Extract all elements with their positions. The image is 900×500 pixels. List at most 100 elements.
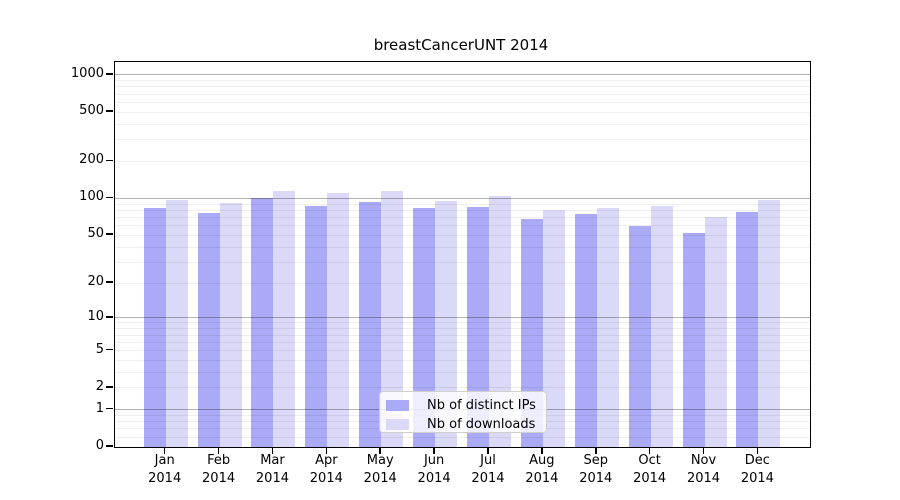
gridline-minor	[114, 246, 810, 248]
bar-distinct-ips	[197, 213, 220, 447]
gridline-minor	[114, 322, 810, 324]
x-tick-label: Dec 2014	[740, 453, 774, 486]
gridline-minor	[114, 203, 810, 205]
x-tick-label: Jan 2014	[148, 453, 182, 486]
gridline-minor	[114, 160, 810, 162]
y-tick-label: 1000	[70, 65, 104, 81]
x-tick-mark	[163, 447, 166, 454]
legend-item-distinct-ips: Nb of distinct IPs	[386, 398, 546, 413]
x-tick-mark	[648, 447, 651, 454]
bar-downloads	[488, 195, 511, 447]
bar-downloads	[435, 200, 458, 447]
y-tick-mark	[106, 316, 113, 318]
bar-distinct-ips	[466, 207, 489, 447]
y-tick-mark	[106, 445, 113, 447]
gridline-minor	[114, 341, 810, 343]
bar-distinct-ips	[736, 211, 759, 447]
x-tick-mark	[541, 447, 543, 454]
y-tick-mark	[106, 110, 113, 112]
y-tick-label: 0	[95, 438, 104, 453]
y-tick-label: 1	[95, 400, 104, 416]
x-tick-label: Feb 2014	[202, 453, 236, 486]
gridline-minor	[114, 387, 810, 389]
legend-label-distinct-ips: Nb of distinct IPs	[427, 398, 536, 413]
gridline-major	[114, 317, 810, 319]
gridline-minor	[114, 101, 810, 103]
bar-downloads	[327, 193, 350, 447]
gridline-minor	[114, 123, 810, 125]
y-tick-label: 500	[79, 103, 104, 119]
gridline-major	[114, 197, 810, 199]
bar-downloads	[165, 199, 188, 447]
legend-item-downloads: Nb of downloads	[386, 417, 546, 432]
y-tick-mark	[106, 386, 113, 388]
gridline-minor	[114, 93, 810, 95]
y-tick-label: 5	[95, 341, 104, 357]
x-tick-label: Aug 2014	[525, 453, 559, 486]
y-tick-mark	[106, 281, 113, 283]
x-tick-label: Oct 2014	[633, 453, 667, 486]
bar-distinct-ips	[359, 201, 382, 447]
bar-distinct-ips	[305, 206, 328, 447]
x-tick-mark	[756, 447, 759, 454]
gridline-minor	[114, 334, 810, 336]
legend: Nb of distinct IPs Nb of downloads	[379, 391, 547, 433]
gridline-minor	[114, 209, 810, 211]
gridline-minor	[114, 80, 810, 82]
bar-downloads	[542, 210, 565, 447]
y-tick-label: 20	[87, 274, 104, 290]
bar-downloads	[219, 202, 242, 447]
bar-distinct-ips	[413, 208, 436, 447]
x-tick-label: Jul 2014	[471, 453, 505, 486]
bar-distinct-ips	[520, 218, 543, 447]
bar-downloads	[704, 217, 727, 447]
gridline-major	[114, 74, 810, 76]
x-tick-mark	[487, 447, 489, 454]
gridline-minor	[114, 225, 810, 227]
plot-area	[113, 61, 811, 448]
bar-downloads	[381, 191, 404, 447]
bar-downloads	[273, 190, 296, 447]
x-tick-mark	[594, 447, 597, 454]
legend-swatch-downloads	[386, 419, 409, 430]
x-tick-label: May 2014	[363, 453, 397, 486]
y-tick-label: 200	[79, 152, 104, 168]
y-tick-label: 2	[95, 378, 104, 394]
bar-distinct-ips	[251, 197, 274, 447]
y-tick-mark	[106, 348, 113, 351]
y-tick-mark	[106, 407, 113, 410]
gridline-minor	[114, 111, 810, 113]
bar-downloads	[758, 200, 781, 447]
gridline-minor	[114, 86, 810, 88]
gridline-minor	[114, 261, 810, 263]
y-tick-label: 10	[87, 308, 104, 324]
x-tick-mark	[379, 447, 381, 454]
chart-title: breastCancerUNT 2014	[373, 36, 549, 54]
y-tick-label: 100	[79, 189, 104, 205]
y-tick-mark	[106, 73, 113, 75]
y-tick-mark	[106, 233, 113, 236]
bar-distinct-ips	[574, 213, 597, 447]
x-tick-label: Mar 2014	[255, 453, 289, 486]
x-tick-mark	[702, 447, 705, 454]
x-tick-label: Nov 2014	[686, 453, 721, 486]
gridline-minor	[114, 282, 810, 284]
x-tick-mark	[325, 447, 328, 454]
gridline-minor	[114, 350, 810, 351]
x-tick-mark	[433, 447, 435, 454]
bar-distinct-ips	[628, 225, 651, 447]
gridline-minor	[114, 359, 810, 361]
gridline-minor	[114, 216, 810, 218]
y-tick-mark	[106, 196, 113, 199]
gridline-minor	[114, 436, 810, 438]
legend-label-downloads: Nb of downloads	[427, 417, 536, 432]
y-tick-label: 50	[87, 226, 104, 242]
gridline-minor	[114, 371, 810, 373]
bar-distinct-ips	[143, 208, 166, 447]
gridline-minor	[114, 139, 810, 141]
bar-downloads	[650, 205, 673, 447]
bar-distinct-ips	[682, 233, 705, 447]
gridline-minor	[114, 328, 810, 330]
x-tick-label: Sep 2014	[579, 453, 613, 486]
